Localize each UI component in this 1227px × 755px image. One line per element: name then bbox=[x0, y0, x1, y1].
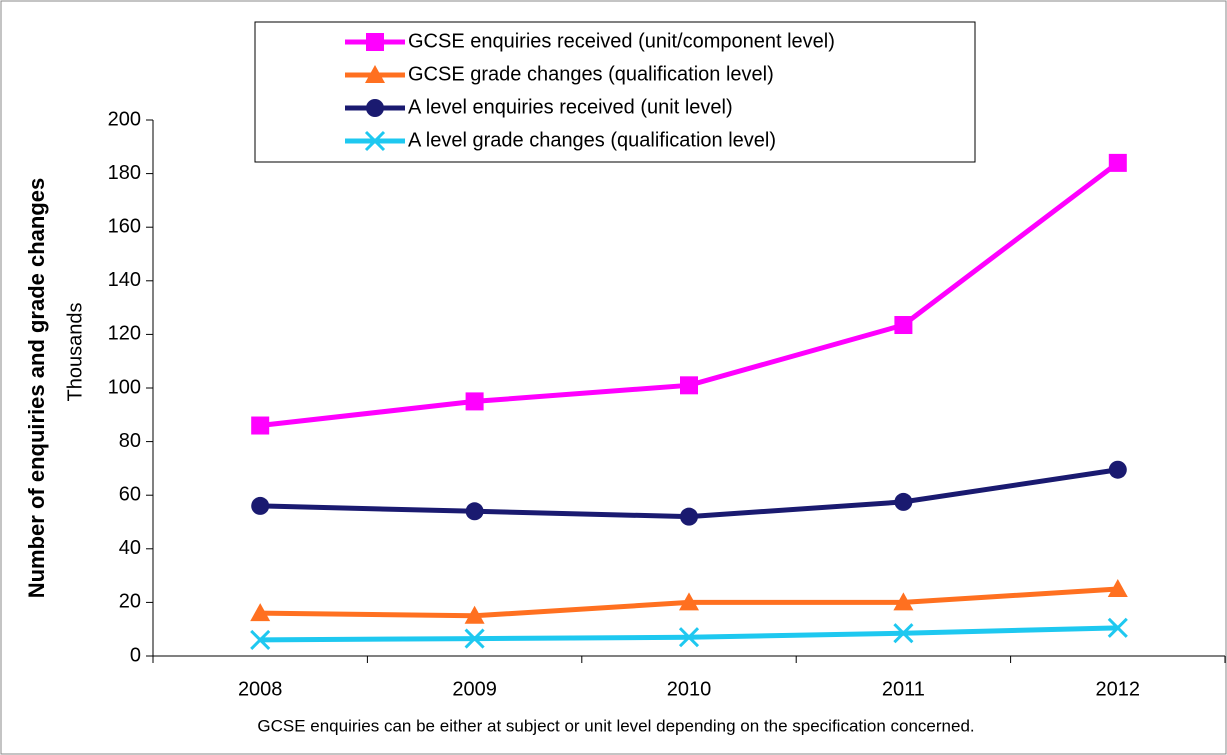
marker bbox=[251, 496, 270, 515]
marker bbox=[1108, 153, 1127, 172]
marker bbox=[250, 603, 271, 622]
legend-label: GCSE grade changes (qualification level) bbox=[408, 63, 774, 85]
marker bbox=[680, 376, 698, 395]
y-tick-label: 120 bbox=[108, 323, 141, 345]
marker bbox=[464, 605, 485, 624]
marker bbox=[366, 99, 384, 117]
marker bbox=[1108, 460, 1127, 479]
y-tick-label: 180 bbox=[108, 162, 141, 184]
y-tick-label: 100 bbox=[108, 376, 141, 398]
x-tick-label: 2009 bbox=[452, 678, 497, 700]
marker bbox=[366, 33, 384, 51]
y-tick-label: 140 bbox=[108, 269, 141, 291]
y-tick-label: 20 bbox=[119, 591, 141, 613]
marker bbox=[464, 628, 485, 649]
marker bbox=[465, 502, 484, 521]
marker bbox=[678, 627, 700, 648]
legend-label: A level grade changes (qualification lev… bbox=[408, 129, 776, 151]
marker bbox=[680, 507, 698, 526]
x-tick-label: 2010 bbox=[667, 678, 712, 700]
marker bbox=[679, 592, 699, 611]
y-tick-label: 0 bbox=[130, 644, 141, 666]
y-tick-label: 60 bbox=[119, 483, 141, 505]
marker bbox=[365, 65, 385, 83]
y-tick-label: 80 bbox=[119, 430, 141, 452]
y-tick-label: 200 bbox=[108, 108, 141, 130]
footnote: GCSE enquiries can be either at subject … bbox=[257, 716, 974, 735]
y-tick-label: 40 bbox=[119, 537, 141, 559]
marker bbox=[1107, 617, 1128, 638]
x-tick-label: 2012 bbox=[1096, 678, 1141, 700]
marker bbox=[894, 492, 913, 511]
marker bbox=[893, 592, 914, 611]
y-axis-label: Number of enquiries and grade changes bbox=[24, 178, 49, 599]
y-tick-label: 160 bbox=[108, 215, 141, 237]
marker bbox=[364, 130, 386, 152]
legend-label: GCSE enquiries received (unit/component … bbox=[408, 30, 835, 52]
legend-label: A level enquiries received (unit level) bbox=[408, 96, 733, 118]
marker bbox=[893, 623, 914, 644]
x-tick-label: 2008 bbox=[238, 678, 283, 700]
marker bbox=[1107, 579, 1128, 597]
marker bbox=[465, 392, 484, 411]
marker bbox=[250, 629, 271, 650]
x-tick-label: 2011 bbox=[882, 678, 925, 700]
y-unit-label: Thousands bbox=[64, 303, 86, 402]
marker bbox=[894, 316, 913, 335]
marker bbox=[251, 416, 270, 435]
